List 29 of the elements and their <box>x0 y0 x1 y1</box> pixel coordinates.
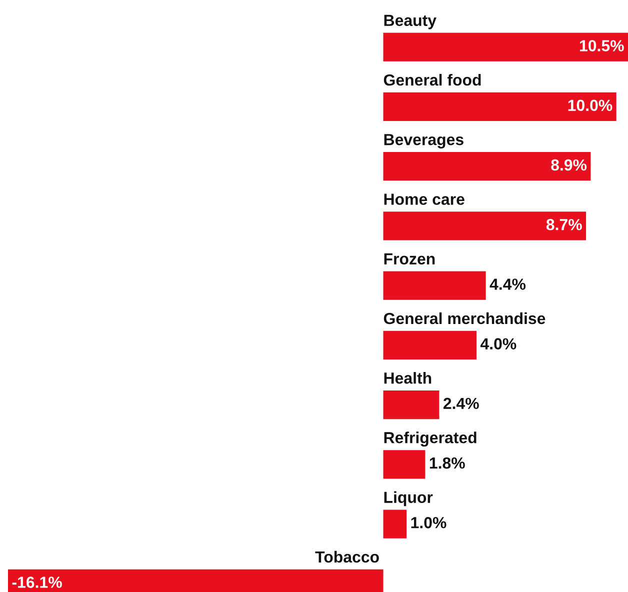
data-label: 1.0% <box>411 517 446 528</box>
y-tick-label: Frozen <box>384 253 435 265</box>
bar <box>383 450 426 479</box>
y-tick-label: General food <box>384 74 481 86</box>
y-tick-label: Tobacco <box>315 550 379 563</box>
data-label: 8.9% <box>551 159 587 171</box>
data-label: 4.4% <box>490 278 526 290</box>
y-tick-label: Health <box>384 372 432 384</box>
bar <box>383 390 440 420</box>
bar <box>383 92 616 122</box>
y-tick-label: General merchandise <box>384 312 546 324</box>
y-tick-label: Beauty <box>384 14 436 30</box>
bar <box>383 330 476 360</box>
y-tick-label: Refrigerated <box>384 432 476 447</box>
data-label: 10.5% <box>580 40 624 52</box>
bar <box>383 510 407 538</box>
data-label: 10.0% <box>568 100 612 112</box>
bar <box>383 271 486 300</box>
data-label: 2.4% <box>443 398 479 410</box>
y-tick-label: Home care <box>384 194 464 205</box>
y-tick-label: Liquor <box>384 491 433 506</box>
data-label: 1.8% <box>430 457 465 469</box>
bar <box>383 212 586 240</box>
y-tick-label: Beverages <box>384 134 464 148</box>
bar <box>383 152 591 181</box>
data-label: 4.0% <box>480 338 516 350</box>
data-label: 8.7% <box>546 218 582 230</box>
bar <box>383 32 628 62</box>
data-label: -16.1% <box>12 576 62 588</box>
